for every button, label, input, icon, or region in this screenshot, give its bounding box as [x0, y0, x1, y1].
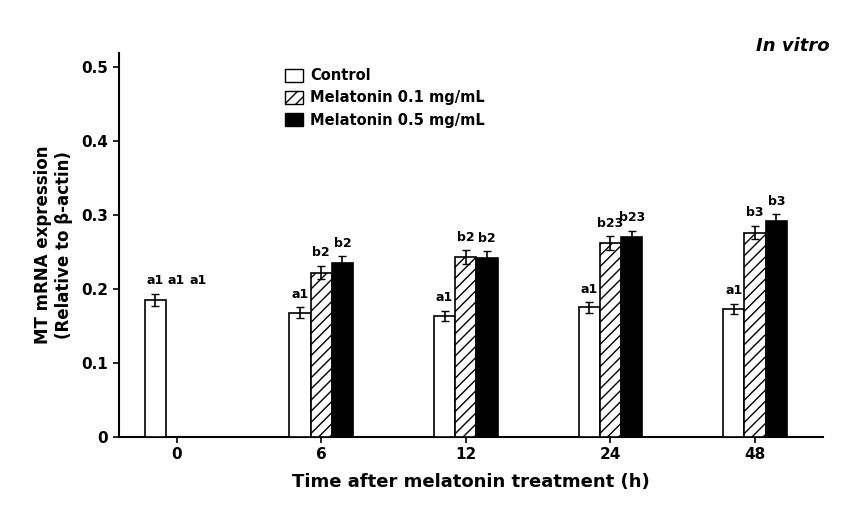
Bar: [600, 243, 621, 437]
X-axis label: Time after melatonin treatment (h): Time after melatonin treatment (h): [292, 473, 650, 491]
Text: b2: b2: [333, 237, 351, 250]
Text: b2: b2: [457, 231, 475, 244]
Bar: [766, 221, 787, 437]
Text: b2: b2: [312, 246, 330, 259]
Text: a1: a1: [436, 291, 453, 305]
Text: a1: a1: [147, 275, 164, 287]
Bar: [455, 257, 477, 437]
Bar: [745, 233, 766, 437]
Legend: Control, Melatonin 0.1 mg/mL, Melatonin 0.5 mg/mL: Control, Melatonin 0.1 mg/mL, Melatonin …: [281, 64, 489, 132]
Text: In vitro: In vitro: [756, 37, 829, 55]
Bar: [289, 312, 310, 437]
Text: a1: a1: [168, 275, 185, 287]
Text: a1: a1: [292, 288, 309, 301]
Text: b2: b2: [478, 231, 496, 245]
Text: a1: a1: [725, 284, 743, 297]
Text: b3: b3: [746, 207, 764, 219]
Text: b23: b23: [597, 217, 623, 230]
Y-axis label: MT mRNA expression
(Relative to β-actin): MT mRNA expression (Relative to β-actin): [34, 145, 73, 344]
Bar: [310, 272, 332, 437]
Bar: [145, 300, 166, 437]
Bar: [477, 258, 498, 437]
Text: b3: b3: [767, 195, 785, 208]
Text: a1: a1: [581, 282, 598, 296]
Text: b23: b23: [618, 211, 644, 224]
Bar: [332, 263, 353, 437]
Bar: [434, 316, 455, 437]
Bar: [578, 307, 600, 437]
Bar: [723, 309, 745, 437]
Bar: [621, 237, 642, 437]
Text: a1: a1: [189, 275, 206, 287]
